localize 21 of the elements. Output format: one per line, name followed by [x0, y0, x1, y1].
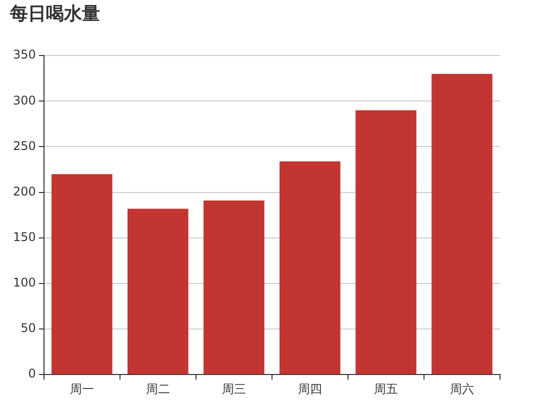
- bar: [280, 161, 340, 374]
- x-tick-label: 周一: [70, 382, 94, 396]
- y-tick-label: 150: [13, 230, 36, 244]
- y-tick-label: 300: [13, 93, 36, 108]
- y-tick-label: 200: [13, 184, 36, 198]
- bar: [432, 74, 492, 374]
- chart-title: 每日喝水量: [9, 3, 100, 24]
- bar: [204, 200, 264, 374]
- y-tick-label: 50: [20, 321, 36, 336]
- x-tick-label: 周二: [146, 382, 170, 396]
- y-tick-label: 100: [13, 276, 36, 290]
- x-tick-label: 周六: [450, 382, 474, 396]
- x-tick-label: 周四: [298, 382, 322, 396]
- bar: [128, 208, 188, 374]
- x-tick-label: 周五: [374, 382, 398, 396]
- bar: [52, 174, 112, 374]
- bar: [356, 110, 416, 374]
- y-tick-label: 250: [13, 138, 36, 153]
- x-tick-label: 周三: [222, 382, 246, 396]
- y-tick-label: 350: [13, 48, 36, 62]
- y-tick-label: 0: [28, 366, 36, 381]
